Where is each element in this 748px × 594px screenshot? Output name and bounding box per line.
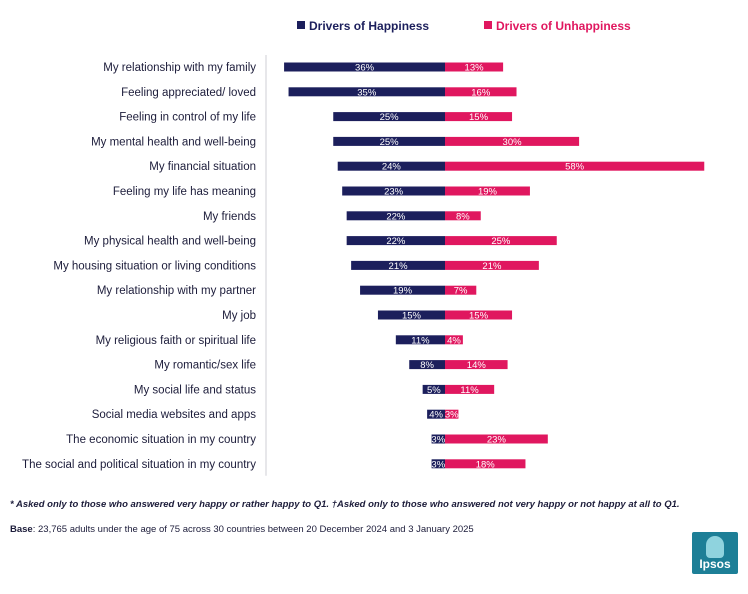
bar-happiness xyxy=(422,384,445,394)
value-label-unhappiness: 13% xyxy=(465,63,485,74)
category-label: My financial situation xyxy=(149,161,256,173)
base-text: : 23,765 adults under the age of 75 acro… xyxy=(32,524,474,535)
value-label-happiness: 3% xyxy=(431,435,445,446)
base-note: Base: 23,765 adults under the age of 75 … xyxy=(10,524,710,535)
bar-happiness xyxy=(431,459,445,469)
value-label-unhappiness: 16% xyxy=(471,87,491,98)
value-label-happiness: 19% xyxy=(393,286,413,297)
bar-unhappiness xyxy=(445,360,508,370)
bar-unhappiness xyxy=(445,260,539,270)
bar-unhappiness xyxy=(445,112,513,122)
value-label-happiness: 21% xyxy=(389,261,409,272)
legend-happiness-swatch xyxy=(297,21,305,29)
bar-happiness xyxy=(288,87,445,97)
value-label-happiness: 4% xyxy=(429,410,443,421)
bar-unhappiness xyxy=(445,136,580,146)
bar-unhappiness xyxy=(445,409,459,419)
bar-happiness xyxy=(395,335,445,345)
value-label-happiness: 15% xyxy=(402,311,422,322)
bar-unhappiness xyxy=(445,186,530,196)
bar-unhappiness xyxy=(445,161,705,171)
value-label-happiness: 8% xyxy=(420,360,434,371)
bar-unhappiness xyxy=(445,211,481,221)
value-label-unhappiness: 30% xyxy=(503,137,523,148)
logo-text: Ipsos xyxy=(699,557,731,571)
value-label-unhappiness: 4% xyxy=(447,335,461,346)
bar-happiness xyxy=(333,112,445,122)
ipsos-logo: Ipsos xyxy=(692,532,738,574)
bar-unhappiness xyxy=(445,236,557,246)
category-label: My relationship with my partner xyxy=(97,285,256,297)
base-label: Base xyxy=(10,524,33,535)
category-label: My religious faith or spiritual life xyxy=(96,335,256,347)
bar-happiness xyxy=(431,434,445,444)
category-label: The economic situation in my country xyxy=(66,434,256,446)
value-label-unhappiness: 8% xyxy=(456,211,470,222)
value-label-unhappiness: 3% xyxy=(445,410,459,421)
bar-unhappiness xyxy=(445,459,526,469)
value-label-happiness: 11% xyxy=(411,335,430,346)
bar-unhappiness xyxy=(445,310,513,320)
category-label: My physical health and well-being xyxy=(84,236,256,248)
category-label: My relationship with my family xyxy=(103,62,256,74)
category-label: My housing situation or living condition… xyxy=(53,260,256,272)
value-label-happiness: 36% xyxy=(355,63,375,74)
value-label-happiness: 3% xyxy=(431,459,445,470)
bar-happiness xyxy=(342,186,445,196)
value-label-unhappiness: 19% xyxy=(478,187,498,198)
value-label-unhappiness: 11% xyxy=(460,385,479,396)
category-label: My job xyxy=(222,310,256,322)
legend-happiness-label: Drivers of Happiness xyxy=(309,19,429,33)
bar-happiness xyxy=(346,236,445,246)
value-label-happiness: 5% xyxy=(427,385,441,396)
bar-unhappiness xyxy=(445,87,517,97)
category-label: Feeling my life has meaning xyxy=(113,186,256,198)
bar-unhappiness xyxy=(445,62,504,72)
bar-unhappiness xyxy=(445,434,548,444)
bar-unhappiness xyxy=(445,335,463,345)
bar-happiness xyxy=(377,310,445,320)
category-label: My friends xyxy=(203,211,256,223)
legend-unhappiness-swatch xyxy=(484,21,492,29)
value-label-unhappiness: 21% xyxy=(482,261,502,272)
value-label-happiness: 22% xyxy=(386,236,406,247)
value-label-unhappiness: 15% xyxy=(469,112,489,123)
value-label-happiness: 22% xyxy=(386,211,406,222)
bar-happiness xyxy=(337,161,445,171)
value-label-unhappiness: 15% xyxy=(469,311,489,322)
category-label: My mental health and well-being xyxy=(91,136,256,148)
category-label: Social media websites and apps xyxy=(92,409,257,421)
value-label-unhappiness: 58% xyxy=(565,162,585,173)
value-label-unhappiness: 25% xyxy=(491,236,511,247)
value-label-happiness: 25% xyxy=(380,137,400,148)
bar-happiness xyxy=(360,285,445,295)
bar-happiness xyxy=(333,136,445,146)
value-label-happiness: 23% xyxy=(384,187,404,198)
value-label-happiness: 35% xyxy=(357,87,377,98)
category-label: Feeling in control of my life xyxy=(119,112,256,124)
category-label: The social and political situation in my… xyxy=(22,459,256,471)
category-label: My social life and status xyxy=(134,384,256,396)
value-label-happiness: 25% xyxy=(380,112,400,123)
value-label-happiness: 24% xyxy=(382,162,402,173)
logo-mark-icon xyxy=(706,536,724,558)
bar-unhappiness xyxy=(445,285,477,295)
value-label-unhappiness: 14% xyxy=(467,360,487,371)
legend-unhappiness-label: Drivers of Unhappiness xyxy=(496,19,631,33)
value-label-unhappiness: 23% xyxy=(487,435,507,446)
value-label-unhappiness: 18% xyxy=(476,459,496,470)
value-label-unhappiness: 7% xyxy=(454,286,468,297)
bar-happiness xyxy=(346,211,445,221)
bar-happiness xyxy=(409,360,445,370)
diverging-bar-chart: Drivers of Happiness Drivers of Unhappine… xyxy=(22,19,705,476)
bar-unhappiness xyxy=(445,384,495,394)
bar-happiness xyxy=(284,62,445,72)
category-label: Feeling appreciated/ loved xyxy=(121,87,256,99)
footnote: * Asked only to those who answered very … xyxy=(10,499,680,510)
bar-happiness xyxy=(427,409,445,419)
bar-happiness xyxy=(351,260,445,270)
category-label: My romantic/sex life xyxy=(154,360,256,372)
